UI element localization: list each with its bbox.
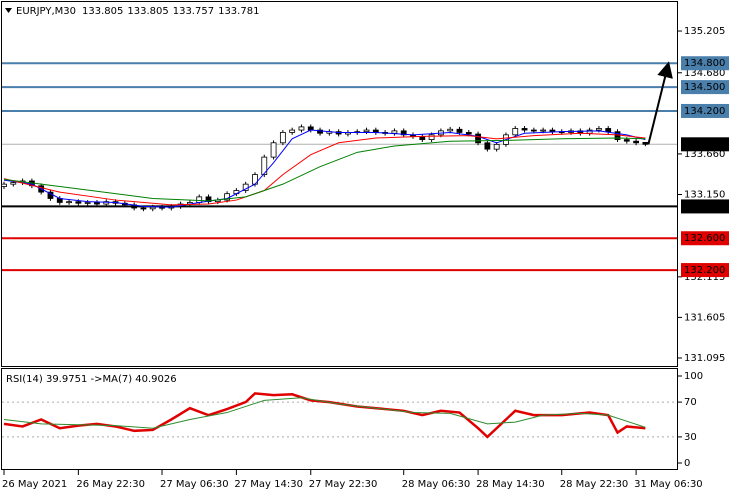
candle-body [400,130,407,136]
x-tick-label: 27 May 06:30 [160,479,229,490]
candle-body [149,206,156,210]
x-tick-label: 27 May 14:30 [234,479,303,490]
open-value: 133.805 [82,6,123,17]
close-value: 133.781 [218,6,259,17]
candle-body [103,201,110,205]
x-tick-label: 28 May 22:30 [560,479,629,490]
x-tick-label: 28 May 06:30 [402,479,471,490]
moving-average [3,132,646,206]
y-tick-label: 134.680 [684,68,725,79]
candle-body [94,202,100,205]
x-tick-label: 26 May 2021 [2,479,67,490]
candle-body [1,183,7,187]
level-label-box [681,80,729,95]
y-tick-label: 133.660 [684,149,725,160]
chart-header: EURJPY,M30 133.805 133.805 133.757 133.781 [16,6,259,17]
candle-body [642,141,649,145]
level-label: 134.500 [684,82,725,93]
level-label-box [681,231,729,246]
candle-body [279,132,286,144]
y-tick-label: 131.095 [684,353,725,364]
candle-body [363,129,370,133]
target-arrow [647,61,673,145]
candle-body [140,207,147,210]
level-label-box [681,56,729,71]
candle-body [428,134,435,141]
candle-body [447,128,454,132]
candle-body [261,156,268,176]
indicator-panel [1,368,678,470]
low-value: 133.757 [173,6,214,17]
level-label: 133.000 [684,201,725,212]
candle-body [596,128,602,131]
level-label: 134.200 [684,106,725,117]
moving-average [3,137,646,202]
x-tick-label: 31 May 06:30 [634,479,703,490]
current-price-label: 133.781 [684,139,725,150]
candle-body [530,129,537,132]
candle-body [549,129,556,133]
candle-body [205,196,212,203]
candle-body [623,139,630,142]
candle-body [614,131,621,141]
y-tick-label: 30 [684,432,697,443]
moving-average [3,129,646,208]
y-tick-label: 135.205 [684,26,725,37]
level-label: 132.600 [684,233,725,244]
candle-body [493,143,500,150]
collapse-icon[interactable] [5,8,12,13]
indicator-title: RSI(14) 39.9751 ->MA(7) 40.9026 [6,374,177,385]
candle-body [605,128,612,133]
candle-body [475,133,481,144]
y-tick-label: 131.605 [684,312,725,323]
y-tick-label: 70 [684,397,697,408]
candle-body [298,126,305,131]
candle-body [391,130,398,134]
candle-body [633,140,639,144]
high-value: 133.805 [127,6,168,17]
candle-body [75,201,82,204]
symbol: EURJPY,M30 [16,6,76,17]
y-tick-label: 132.115 [684,272,725,283]
y-tick-label: 133.150 [684,189,725,200]
level-label-box [681,263,729,278]
level-label-box [681,103,729,118]
candle-body [512,128,519,136]
candle-body [465,132,472,135]
candle-body [289,129,296,133]
current-price-box [681,137,729,152]
level-label-box [681,199,729,214]
candle-body [270,142,277,158]
x-tick-label: 28 May 14:30 [476,479,545,490]
candle-body [540,129,547,132]
level-label: 134.800 [684,58,725,69]
candle-body [521,128,528,131]
y-tick-label: 0 [684,458,690,469]
candle-body [484,142,491,150]
candle-body [66,201,72,204]
rsi-ma-line [3,397,646,429]
x-tick-label: 26 May 22:30 [76,479,145,490]
candle-body [84,202,91,204]
candle-body [317,129,323,134]
candle-body [10,182,17,185]
candle-body [456,128,463,133]
x-tick-label: 27 May 22:30 [309,479,378,490]
y-tick-label: 100 [684,371,703,382]
candle-body [196,196,203,203]
level-label: 132.200 [684,265,725,276]
